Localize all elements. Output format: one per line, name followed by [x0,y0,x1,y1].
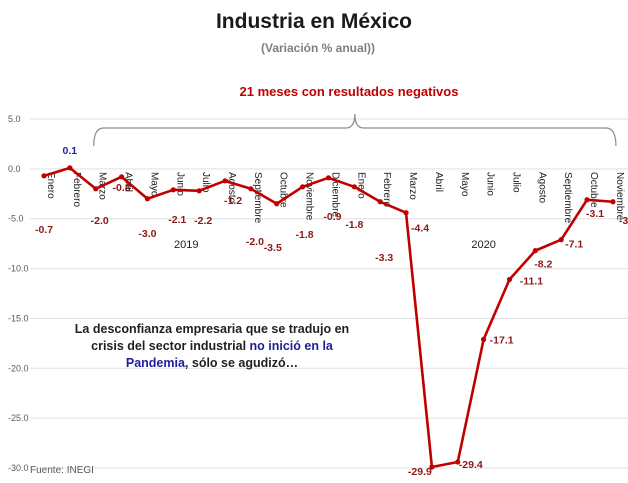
y-tick-label: -15.0 [8,313,29,323]
data-point [558,237,564,243]
negative-months-note: 21 meses con resultados negativos [240,84,459,99]
x-tick-label: Abril [433,172,444,192]
data-label: -0.8 [113,182,131,194]
data-label: -8.2 [534,259,552,271]
data-label: -2.0 [246,236,264,248]
x-tick-label: Septiembre [252,172,263,224]
data-label: -0.9 [323,211,341,223]
annotation-part1: La desconfianza empresaria que se traduj… [74,322,350,353]
chart-title: Industria en México [216,10,412,33]
x-tick-label: Enero [45,172,56,199]
data-point [351,184,357,190]
y-tick-label: -10.0 [8,264,29,274]
data-label: -3.3 [375,252,393,264]
data-label: -1.8 [296,229,314,241]
x-tick-label: Diciembre [329,172,340,217]
data-point [144,196,151,202]
year-label: 2020 [471,239,495,251]
data-labels: -0.70.1-2.0-0.8-3.0-2.1 -2.2-1.2-2.0 -3.5-… [35,145,628,478]
data-points [41,165,616,470]
y-tick-label: 0.0 [8,164,21,174]
y-tick-label: -30.0 [8,463,29,473]
data-label: 0.1 [63,145,78,157]
data-point [481,336,487,342]
data-point [377,199,383,205]
data-point [455,459,461,465]
y-tick-label: -25.0 [8,413,29,423]
data-label: -1.8 [345,219,363,231]
data-label: -17.1 [490,334,514,346]
annotation-text: La desconfianza empresaria que se traduj… [62,321,362,372]
x-tick-label: Octubre [588,172,599,208]
y-tick-label: -5.0 [8,214,24,224]
x-tick-label: Enero [355,172,366,199]
x-tick-label: Agosto [536,172,547,204]
y-tick-label: -20.0 [8,363,29,373]
data-point [196,188,202,194]
x-tick-label: Junio [485,172,496,196]
data-point [532,248,538,254]
data-label: -29.4 [459,459,483,471]
x-tick-label: Julio [510,172,521,193]
annotation-part2: , sólo se agudizó… [184,356,299,370]
x-tick-label: Febrero [71,172,82,207]
data-point [403,210,409,216]
data-label: -0.7 [35,224,53,236]
x-tick-label: Septiembre [562,172,573,224]
x-tick-label: Febrero [381,172,392,207]
data-point [584,197,590,203]
data-label: -29.9 [408,466,432,478]
data-point [93,186,99,192]
data-point [170,187,176,193]
grid-lines [30,118,628,469]
data-label: -11.1 [520,276,544,288]
y-axis: 5.0 0.0 -5.0 -10.0 -15.0 -20.0 -25.0 -30.0 [8,114,29,473]
data-point [274,201,280,207]
data-label: -7.1 [565,239,583,251]
x-tick-label: Mayo [148,172,159,197]
data-label: -3.5 [264,242,282,254]
data-point [248,186,254,192]
data-point [506,276,513,283]
annotation-highlight: no inició en la Pandemia [125,339,333,370]
data-label: -1.2 [224,195,242,207]
source-note: Fuente: INEGI [30,465,94,476]
x-tick-label: Junio [174,172,185,196]
data-label: -4.4 [411,223,429,235]
bracket-negative-months [93,113,617,147]
x-tick-label: Octubre [278,172,289,208]
data-point [118,174,125,180]
y-tick-label: 5.0 [8,114,21,124]
data-label: -2.2 [194,215,212,227]
data-point [222,178,228,184]
x-tick-label: Agosto [226,172,237,204]
data-label: -3.1 [586,208,604,220]
x-tick-label: Noviembre [614,172,625,221]
chart-subtitle: (Variación % anual)) [261,41,375,55]
data-label: -2.1 [168,214,186,226]
x-tick-label: Mayo [459,172,470,197]
data-label: -2.0 [91,215,109,227]
data-point [67,165,73,171]
data-label: -3.3 [619,215,628,227]
data-point [429,464,435,470]
x-tick-label: Marzo [407,172,418,200]
data-point [41,173,47,179]
data-label: -3.0 [138,228,156,240]
data-point [325,175,332,181]
x-tick-label: Noviembre [304,172,315,221]
year-labels: 2019 2020 [174,239,496,251]
year-label: 2019 [174,239,198,251]
data-point [300,184,306,190]
data-point [610,199,616,205]
x-tick-label: Julio [200,172,211,193]
